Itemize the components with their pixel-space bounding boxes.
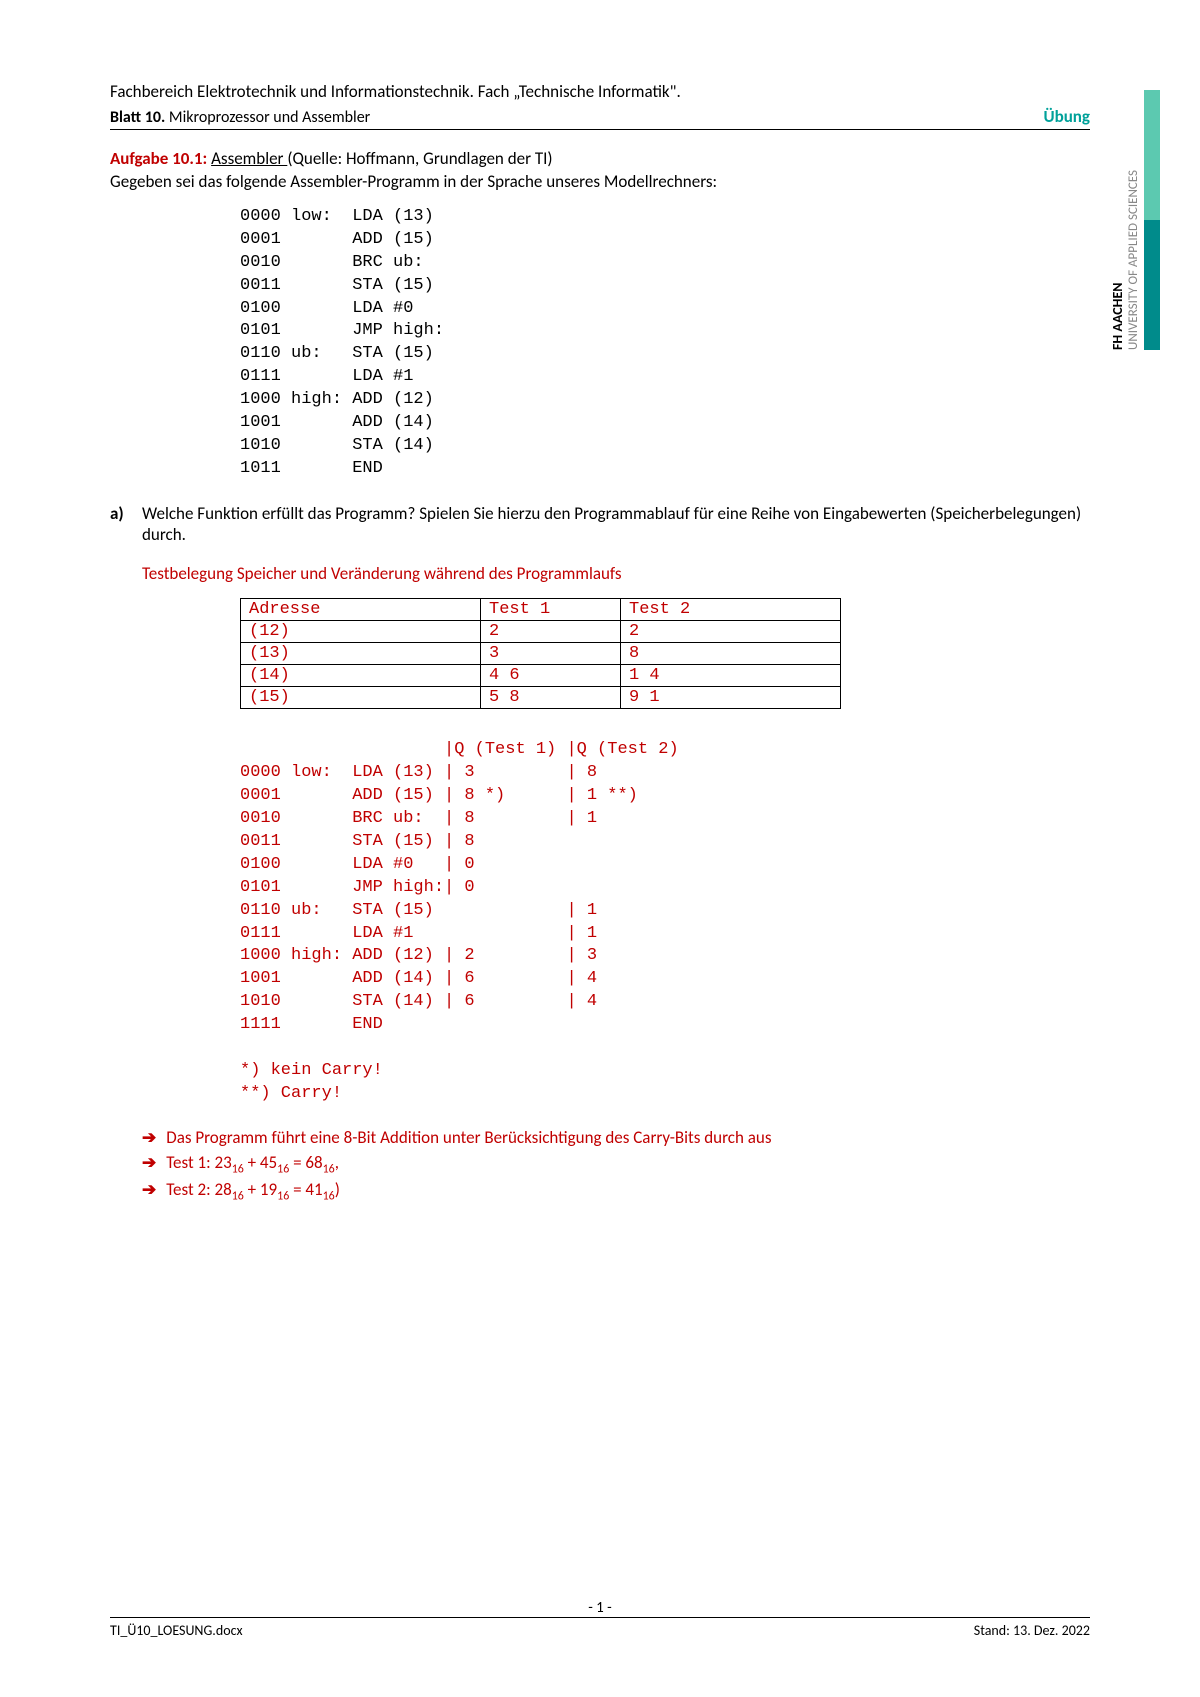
cell-t2: 2 [621, 621, 841, 643]
task-title-underline: Assembler [211, 148, 287, 169]
table-row: (15) 5 8 9 1 [241, 687, 841, 709]
logo-line2: UNIVERSITY OF APPLIED SCIENCES [1126, 170, 1141, 350]
conclusion-2-text: Test 1: 2316 + 4516 = 6816, [166, 1151, 339, 1179]
footer-date: Stand: 13. Dez. 2022 [974, 1622, 1090, 1639]
institution-logo: FH AACHEN UNIVERSITY OF APPLIED SCIENCES [1110, 90, 1160, 370]
task-number: Aufgabe 10.1: [110, 148, 207, 169]
cell-addr: (12) [241, 621, 481, 643]
logo-bar-teal [1144, 220, 1160, 350]
page-number: - 1 - [0, 1599, 1200, 1617]
conclusion-3: ➔ Test 2: 2816 + 1916 = 4116) [142, 1178, 1090, 1206]
cell-addr: (13) [241, 643, 481, 665]
conclusion-2: ➔ Test 1: 2316 + 4516 = 6816, [142, 1151, 1090, 1179]
sheet-title: Mikroprozessor und Assembler [165, 108, 370, 127]
arrow-icon: ➔ [142, 1151, 156, 1176]
footer: TI_Ü10_LOESUNG.docx Stand: 13. Dez. 2022 [110, 1617, 1090, 1639]
th-test2: Test 2 [621, 599, 841, 621]
asm-listing-1: 0000 low: LDA (13) 0001 ADD (15) 0010 BR… [240, 206, 1090, 481]
table-header-row: Adresse Test 1 Test 2 [241, 599, 841, 621]
cell-addr: (14) [241, 665, 481, 687]
table-row: (12) 2 2 [241, 621, 841, 643]
part-a-label: a) [110, 503, 142, 545]
asm-trace: |Q (Test 1) |Q (Test 2) 0000 low: LDA (1… [240, 739, 1090, 1106]
arrow-icon: ➔ [142, 1126, 156, 1151]
cell-t2: 9 1 [621, 687, 841, 709]
cell-t1: 4 6 [481, 665, 621, 687]
cell-t1: 3 [481, 643, 621, 665]
memory-table: Adresse Test 1 Test 2 (12) 2 2 (13) 3 8 … [240, 598, 841, 709]
task-heading: Aufgabe 10.1: Assembler (Quelle: Hoffman… [110, 148, 1090, 169]
part-a: a) Welche Funktion erfüllt das Programm?… [110, 503, 1090, 545]
logo-bars [1144, 90, 1160, 350]
footer-filename: TI_Ü10_LOESUNG.docx [110, 1622, 243, 1639]
th-adresse: Adresse [241, 599, 481, 621]
header-sheet-row: Blatt 10. Mikroprozessor und Assembler Ü… [110, 106, 1090, 130]
sheet-number: Blatt 10. [110, 108, 165, 127]
task-intro: Gegeben sei das folgende Assembler-Progr… [110, 171, 1090, 192]
arrow-icon: ➔ [142, 1178, 156, 1203]
cell-t1: 2 [481, 621, 621, 643]
exercise-label: Übung [1043, 106, 1090, 127]
task-source: (Quelle: Hoffmann, Grundlagen der TI) [287, 148, 552, 169]
solution-heading: Testbelegung Speicher und Veränderung wä… [142, 563, 1090, 584]
table-row: (14) 4 6 1 4 [241, 665, 841, 687]
part-a-text: Welche Funktion erfüllt das Programm? Sp… [142, 503, 1090, 545]
cell-addr: (15) [241, 687, 481, 709]
conclusion-3-text: Test 2: 2816 + 1916 = 4116) [166, 1178, 340, 1206]
cell-t1: 5 8 [481, 687, 621, 709]
conclusion-1-text: Das Programm führt eine 8-Bit Addition u… [166, 1126, 771, 1151]
logo-bar-mint [1144, 90, 1160, 220]
th-test1: Test 1 [481, 599, 621, 621]
logo-line1: FH AACHEN [1109, 282, 1126, 350]
cell-t2: 8 [621, 643, 841, 665]
cell-t2: 1 4 [621, 665, 841, 687]
table-row: (13) 3 8 [241, 643, 841, 665]
header-dept: Fachbereich Elektrotechnik und Informati… [110, 80, 1090, 104]
page: FH AACHEN UNIVERSITY OF APPLIED SCIENCES… [0, 0, 1200, 1266]
conclusion-1: ➔ Das Programm führt eine 8-Bit Addition… [142, 1126, 1090, 1151]
